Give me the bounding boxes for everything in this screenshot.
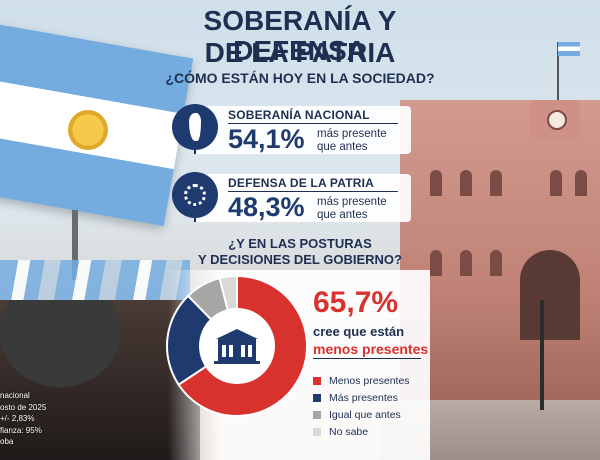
survey-footnote: nacional osto de 2025 +/- 2,83% fianza: 95%… <box>0 390 52 448</box>
legend-item: Más presentes <box>313 389 410 406</box>
stat-desc-line2: que antes <box>317 209 368 221</box>
street-lamp <box>540 300 544 410</box>
footnote-line: nacional <box>0 391 30 400</box>
argentina-map-badge <box>172 104 218 150</box>
building-window <box>430 250 442 276</box>
legend-swatch <box>313 427 321 436</box>
question2-line2: Y DECISIONES DEL GOBIERNO? <box>198 252 402 267</box>
building-arch <box>520 250 580 340</box>
legend-item: Menos presentes <box>313 372 410 389</box>
legend-swatch <box>313 393 321 402</box>
question2-line1: ¿Y EN LAS POSTURAS <box>228 236 372 251</box>
question-society: ¿CÓMO ESTÁN HOY EN LA SOCIEDAD? <box>165 70 435 86</box>
building-window <box>550 170 562 196</box>
footnote-line: oba <box>0 437 14 446</box>
legend-item: Igual que antes <box>313 406 410 423</box>
legend-label: Igual que antes <box>329 408 401 421</box>
chart-legend: Menos presentes Más presentes Igual que an… <box>313 372 410 440</box>
highlight-line1: cree que están <box>313 324 405 339</box>
roof-flagpole <box>557 42 559 102</box>
sun-emblem-badge <box>172 172 218 218</box>
legend-swatch <box>313 410 321 419</box>
footnote-line: +/- 2,83% <box>0 414 35 423</box>
highlight-underline <box>313 358 421 359</box>
stat-desc-line1: más presente <box>317 196 387 208</box>
clock-icon <box>547 110 567 130</box>
building-window <box>575 170 587 196</box>
roof-flag-icon <box>558 42 580 56</box>
footnote-line: fianza: 95% <box>0 425 42 435</box>
building-window <box>460 250 472 276</box>
title-line-2: DE LA PATRIA <box>204 37 396 68</box>
legend-label: Más presentes <box>329 391 398 404</box>
crowd-illustration <box>0 300 200 460</box>
building-window <box>490 170 502 196</box>
stat-value: 54,1% <box>228 124 305 154</box>
legend-item: No sabe <box>313 423 410 440</box>
argentina-map-icon <box>189 113 201 141</box>
stat-label: SOBERANÍA NACIONAL <box>228 108 370 122</box>
building-window <box>460 170 472 196</box>
stat-divider <box>228 123 398 124</box>
stat-description: más presente que antes <box>317 128 407 154</box>
highlight-value: 65,7% <box>313 286 399 319</box>
sun-emblem-icon <box>184 184 206 206</box>
legend-label: Menos presentes <box>329 374 410 387</box>
stat-card-soberania: SOBERANÍA NACIONAL 54,1% más presente qu… <box>172 102 412 154</box>
building-window <box>430 170 442 196</box>
stat-desc-line2: que antes <box>317 141 368 153</box>
stat-desc-line1: más presente <box>317 128 387 140</box>
stat-label: DEFENSA DE LA PATRIA <box>228 176 375 190</box>
building-window <box>490 250 502 276</box>
stat-card-bg <box>194 174 411 222</box>
highlight-line2: menos presentes <box>313 341 429 357</box>
question-government: ¿Y EN LAS POSTURAS Y DECISIONES DEL GOBI… <box>190 236 410 268</box>
footnote-line: osto de 2025 <box>0 402 47 412</box>
monument-silhouette <box>72 210 78 280</box>
title-line-1: SOBERANÍA Y DEFENSA <box>203 5 397 66</box>
flag-sun-icon <box>68 110 108 150</box>
casa-rosada-illustration <box>400 100 600 420</box>
stat-card-defensa: DEFENSA DE LA PATRIA 48,3% más presente … <box>172 170 412 222</box>
donut-chart <box>166 275 308 417</box>
stat-value: 48,3% <box>228 192 305 222</box>
legend-label: No sabe <box>329 425 369 438</box>
stat-description: más presente que antes <box>317 196 407 222</box>
government-house-icon <box>214 329 260 364</box>
legend-swatch <box>313 376 321 385</box>
stat-divider <box>228 191 398 192</box>
